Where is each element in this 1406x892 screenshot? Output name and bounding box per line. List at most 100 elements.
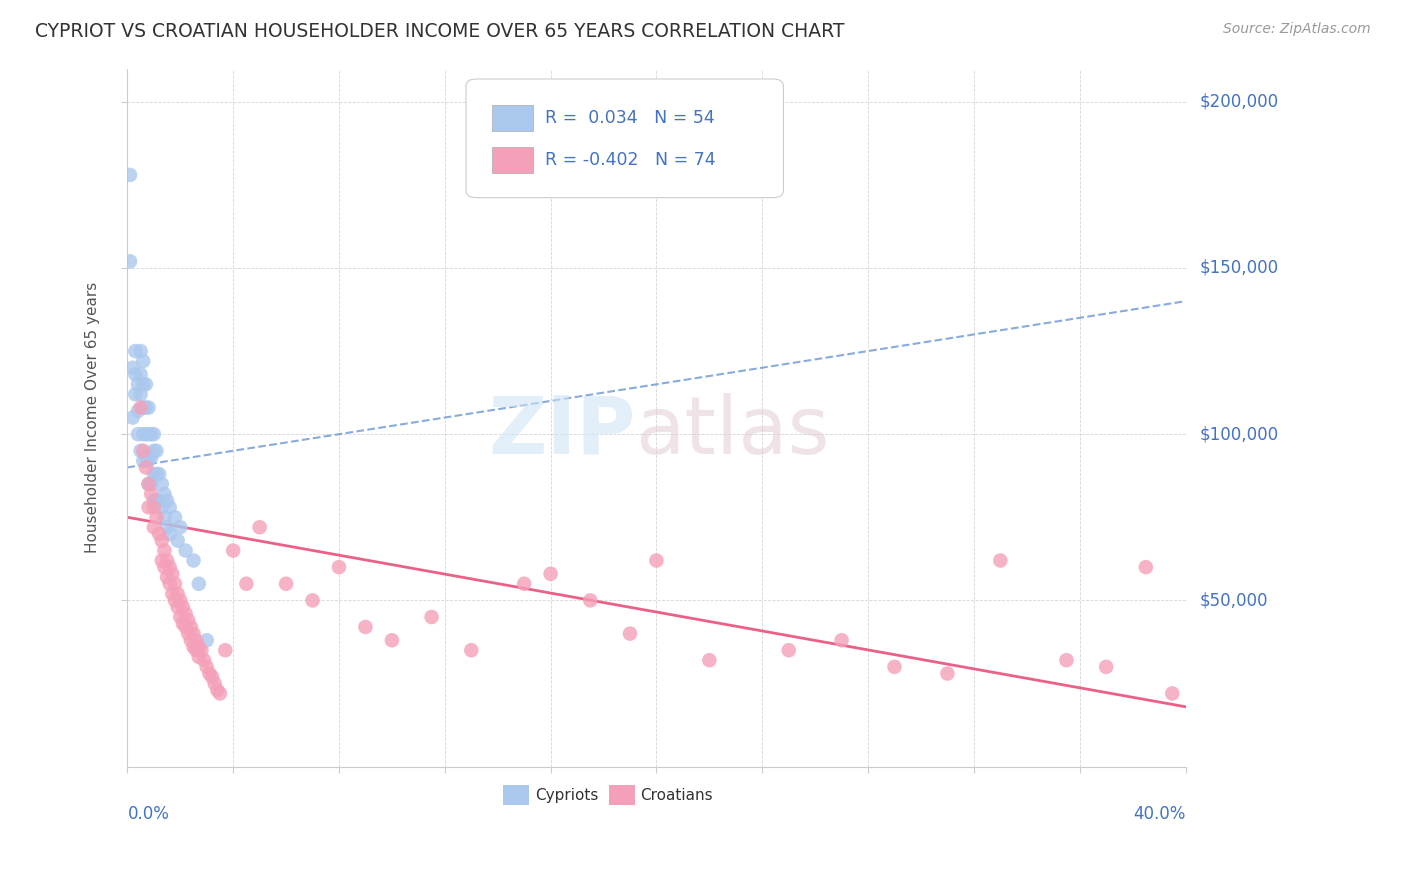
- Text: $50,000: $50,000: [1199, 591, 1268, 609]
- Point: [208, 686, 231, 700]
- Point: [138, 477, 160, 491]
- Point: [124, 387, 146, 401]
- Text: ZIP: ZIP: [488, 392, 636, 470]
- Point: [141, 487, 163, 501]
- Point: [193, 653, 215, 667]
- Point: [132, 443, 155, 458]
- Text: Cypriots: Cypriots: [534, 788, 598, 803]
- Point: [195, 633, 218, 648]
- Point: [195, 660, 218, 674]
- Point: [420, 610, 443, 624]
- Point: [141, 427, 163, 442]
- Point: [988, 553, 1011, 567]
- Point: [166, 533, 188, 548]
- Point: [163, 576, 186, 591]
- Point: [187, 576, 209, 591]
- Point: [579, 593, 602, 607]
- Point: [141, 450, 163, 465]
- Point: [183, 553, 205, 567]
- Point: [132, 454, 155, 468]
- Point: [129, 401, 152, 415]
- Point: [163, 510, 186, 524]
- FancyBboxPatch shape: [609, 786, 636, 805]
- Point: [138, 427, 160, 442]
- Point: [249, 520, 271, 534]
- Point: [156, 553, 179, 567]
- Point: [124, 344, 146, 359]
- Point: [1056, 653, 1078, 667]
- Point: [936, 666, 959, 681]
- Point: [169, 593, 191, 607]
- Point: [778, 643, 800, 657]
- Point: [153, 560, 176, 574]
- Point: [121, 410, 143, 425]
- Point: [166, 600, 188, 615]
- Point: [222, 543, 245, 558]
- Point: [138, 401, 160, 415]
- FancyBboxPatch shape: [492, 146, 533, 173]
- Point: [150, 477, 173, 491]
- Point: [132, 354, 155, 368]
- Point: [201, 670, 224, 684]
- Point: [132, 401, 155, 415]
- Point: [145, 443, 167, 458]
- Point: [162, 566, 184, 581]
- FancyBboxPatch shape: [465, 79, 783, 198]
- FancyBboxPatch shape: [492, 105, 533, 131]
- Text: R = -0.402   N = 74: R = -0.402 N = 74: [546, 151, 716, 169]
- Point: [153, 487, 176, 501]
- Point: [540, 566, 562, 581]
- Point: [169, 610, 191, 624]
- Point: [166, 587, 188, 601]
- Point: [699, 653, 721, 667]
- Point: [190, 643, 212, 657]
- Point: [118, 254, 141, 268]
- Point: [129, 387, 152, 401]
- Point: [138, 477, 160, 491]
- Point: [381, 633, 404, 648]
- Point: [127, 404, 149, 418]
- Point: [162, 587, 184, 601]
- Point: [645, 553, 668, 567]
- Point: [159, 560, 181, 574]
- Point: [174, 543, 197, 558]
- Point: [135, 460, 157, 475]
- Point: [142, 443, 165, 458]
- Point: [187, 649, 209, 664]
- Point: [204, 676, 226, 690]
- Point: [831, 633, 853, 648]
- Point: [214, 643, 236, 657]
- Point: [127, 377, 149, 392]
- Point: [274, 576, 297, 591]
- Point: [118, 168, 141, 182]
- Point: [156, 520, 179, 534]
- Text: Source: ZipAtlas.com: Source: ZipAtlas.com: [1223, 22, 1371, 37]
- Point: [142, 493, 165, 508]
- Point: [1135, 560, 1157, 574]
- Point: [150, 553, 173, 567]
- Point: [328, 560, 350, 574]
- Point: [156, 493, 179, 508]
- FancyBboxPatch shape: [503, 786, 530, 805]
- Point: [142, 500, 165, 515]
- Point: [159, 576, 181, 591]
- Point: [135, 377, 157, 392]
- Point: [145, 493, 167, 508]
- Point: [207, 683, 229, 698]
- Point: [135, 427, 157, 442]
- Point: [169, 520, 191, 534]
- Point: [153, 543, 176, 558]
- Point: [148, 493, 170, 508]
- Point: [183, 640, 205, 654]
- Point: [142, 467, 165, 481]
- Point: [180, 633, 202, 648]
- Point: [159, 500, 181, 515]
- Text: 40.0%: 40.0%: [1133, 805, 1185, 823]
- Y-axis label: Householder Income Over 65 years: Householder Income Over 65 years: [86, 282, 100, 553]
- Point: [198, 666, 221, 681]
- Text: $100,000: $100,000: [1199, 425, 1278, 443]
- Point: [138, 454, 160, 468]
- Point: [619, 626, 641, 640]
- Point: [142, 520, 165, 534]
- Text: $150,000: $150,000: [1199, 259, 1278, 277]
